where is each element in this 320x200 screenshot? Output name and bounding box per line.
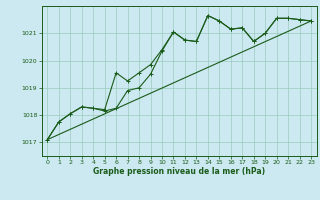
X-axis label: Graphe pression niveau de la mer (hPa): Graphe pression niveau de la mer (hPa) — [93, 167, 265, 176]
